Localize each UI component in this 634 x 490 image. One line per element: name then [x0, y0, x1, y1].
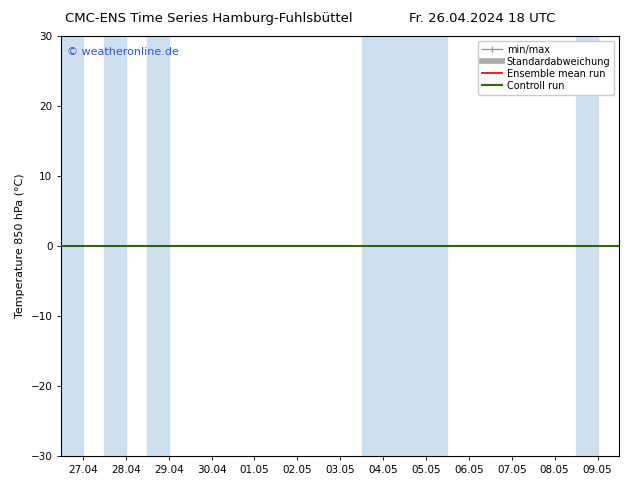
Bar	[105, 36, 126, 456]
Bar	[147, 36, 169, 456]
Text: CMC-ENS Time Series Hamburg-Fuhlsbüttel: CMC-ENS Time Series Hamburg-Fuhlsbüttel	[65, 12, 353, 25]
Bar	[576, 36, 598, 456]
Text: © weatheronline.de: © weatheronline.de	[67, 47, 179, 57]
Text: Fr. 26.04.2024 18 UTC: Fr. 26.04.2024 18 UTC	[409, 12, 555, 25]
Y-axis label: Temperature 850 hPa (°C): Temperature 850 hPa (°C)	[15, 174, 25, 318]
Legend: min/max, Standardabweichung, Ensemble mean run, Controll run: min/max, Standardabweichung, Ensemble me…	[479, 41, 614, 95]
Bar	[404, 36, 448, 456]
Bar	[61, 36, 83, 456]
Bar	[361, 36, 404, 456]
